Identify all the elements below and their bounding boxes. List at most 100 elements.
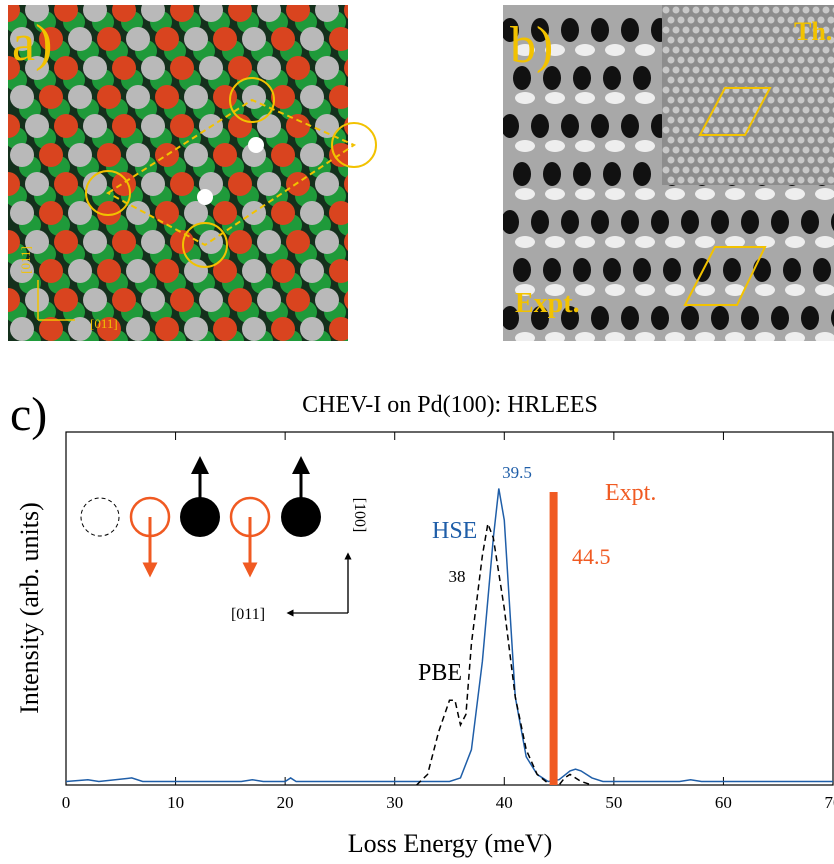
atom [358, 85, 382, 109]
inset-dot [713, 167, 720, 174]
atom [184, 85, 208, 109]
panel-a [0, 0, 389, 352]
atom [155, 317, 179, 341]
inset-dot [808, 97, 815, 104]
inset-dot [718, 177, 725, 184]
inset-dot [793, 7, 800, 14]
inset-dot [693, 147, 700, 154]
atom [126, 85, 150, 109]
atom [39, 259, 63, 283]
inset-dot [723, 7, 730, 14]
inset-dot [668, 117, 675, 124]
inset-dot [743, 27, 750, 34]
inset-axis-label: [011] [231, 606, 265, 623]
inset-schematic [81, 465, 348, 613]
inset-dot [678, 77, 685, 84]
blob [635, 140, 655, 152]
blob [753, 258, 771, 282]
blob [711, 306, 729, 330]
inset-dot [738, 117, 745, 124]
inset-dot [753, 7, 760, 14]
inset-dot [688, 177, 695, 184]
atom [300, 201, 324, 225]
atom [184, 259, 208, 283]
atom [358, 143, 382, 167]
inset-dot [778, 157, 785, 164]
inset-dot [748, 37, 755, 44]
inset-dot [728, 17, 735, 24]
series-label: HSE [432, 518, 477, 544]
inset-dot [673, 47, 680, 54]
inset-dot [678, 157, 685, 164]
inset-dot [783, 7, 790, 14]
blob [573, 162, 591, 186]
atom [112, 172, 136, 196]
atom [141, 172, 165, 196]
inset-dot [783, 147, 790, 154]
blob [651, 306, 669, 330]
atom [155, 259, 179, 283]
inset-dot [803, 167, 810, 174]
annotation: 38 [449, 567, 466, 586]
blob [633, 162, 651, 186]
x-tick-label: 0 [62, 793, 71, 812]
atom [83, 288, 107, 312]
atom [199, 288, 223, 312]
inset-dot [723, 47, 730, 54]
inset-dot [808, 77, 815, 84]
inset-dot [758, 17, 765, 24]
atom [329, 27, 353, 51]
atom [112, 114, 136, 138]
inset-dot [798, 177, 805, 184]
inset-dot [683, 107, 690, 114]
atom [257, 114, 281, 138]
inset-dot [753, 27, 760, 34]
blob [605, 140, 625, 152]
atom [315, 230, 339, 254]
bar [550, 492, 558, 785]
inset-dot [668, 97, 675, 104]
inset-dot [708, 57, 715, 64]
atom [54, 288, 78, 312]
inset-dot [763, 167, 770, 174]
atom [367, 40, 389, 62]
figure: a) [011] [011] b) Th. Expt. c) CHEV-I on… [0, 0, 834, 864]
inset-dot [683, 27, 690, 34]
blob [695, 236, 715, 248]
inset-dot [818, 137, 825, 144]
atom [286, 56, 310, 80]
blob [575, 140, 595, 152]
inset-dot [703, 7, 710, 14]
inset-dot [733, 167, 740, 174]
blob [695, 188, 715, 200]
inset-dot [793, 167, 800, 174]
atom [141, 288, 165, 312]
atom [155, 201, 179, 225]
inset-dot [768, 17, 775, 24]
inset-dot [768, 177, 775, 184]
inset-dot [813, 7, 820, 14]
inset-dot [808, 177, 815, 184]
blob [573, 66, 591, 90]
blob [515, 92, 535, 104]
inset-dot [823, 147, 830, 154]
inset-dot [773, 27, 780, 34]
x-axis-label: Loss Energy (meV) [348, 829, 553, 858]
atom [271, 201, 295, 225]
inset-dot [788, 157, 795, 164]
inset-dot [728, 97, 735, 104]
inset-dot [748, 177, 755, 184]
atom [329, 317, 353, 341]
inset-dot [738, 57, 745, 64]
inset-dot [803, 67, 810, 74]
inset-dot [678, 97, 685, 104]
blob [663, 258, 681, 282]
x-tick-label: 20 [277, 793, 294, 812]
atom [83, 56, 107, 80]
atom [242, 27, 266, 51]
inset-dot [698, 77, 705, 84]
inset-dot [768, 57, 775, 64]
inset-dot [698, 137, 705, 144]
blob [695, 332, 715, 344]
blob [603, 162, 621, 186]
